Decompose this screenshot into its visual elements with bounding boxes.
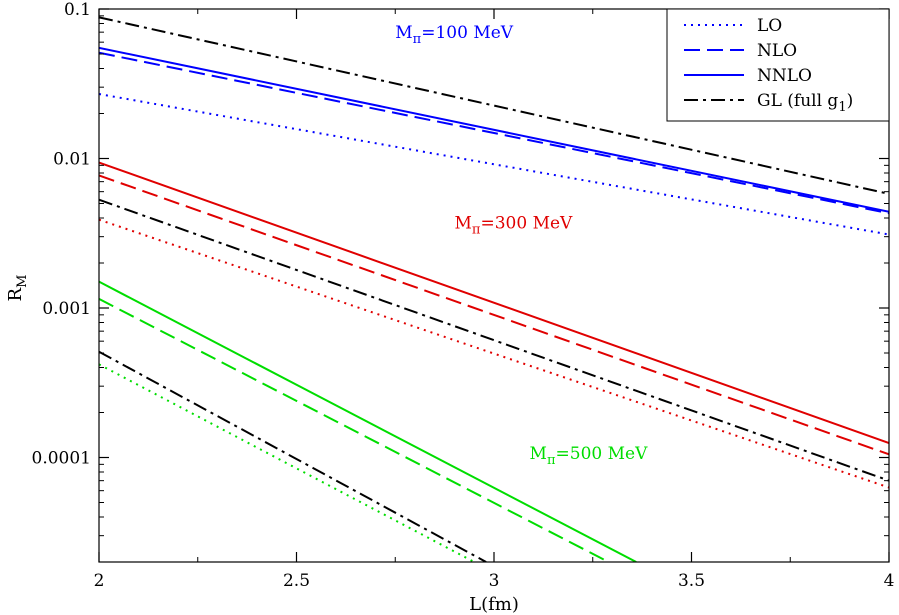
legend-label: NLO <box>757 41 797 61</box>
legend-box <box>666 8 890 122</box>
annotation-layer: Mπ=100 MeV Mπ=300 MeV Mπ=500 MeV <box>395 23 648 468</box>
group-annotation: Mπ=100 MeV <box>395 23 514 47</box>
series-line-300-mev-dashdot <box>99 198 889 482</box>
legend: LO NLO NNLO GL (full g1) <box>666 8 890 122</box>
legend-label: NNLO <box>757 66 812 86</box>
x-tick-label: 2.5 <box>283 571 310 591</box>
legend-label: LO <box>757 16 782 36</box>
y-tick-label: 0.001 <box>42 299 91 319</box>
series-line-100-mev-solid <box>99 46 889 213</box>
tick-layer: 2 2.5 3 3.5 4 0.1 0.01 0.001 0.0001 <box>32 0 895 591</box>
series-layer <box>99 16 889 562</box>
y-tick-label: 0.1 <box>64 0 91 20</box>
x-tick-label: 3 <box>489 571 500 591</box>
series-line-500-mev-dotted <box>99 363 475 562</box>
x-tick-label: 2 <box>94 571 105 591</box>
series-line-500-mev-dashdot <box>99 350 487 562</box>
x-tick-label: 3.5 <box>678 571 705 591</box>
y-axis-label: RM <box>5 275 30 302</box>
series-line-100-mev-dashed <box>99 51 889 215</box>
series-line-500-mev-dashed <box>99 298 610 562</box>
y-tick-label: 0.0001 <box>32 449 91 469</box>
y-axis-label-main: R <box>5 287 26 301</box>
y-tick-label: 0.01 <box>53 150 91 170</box>
group-annotation: Mπ=300 MeV <box>455 214 574 238</box>
group-annotation: Mπ=500 MeV <box>530 444 649 468</box>
y-axis-label-sub: M <box>15 275 30 288</box>
series-line-300-mev-dashed <box>99 174 889 456</box>
legend-entries: LO NLO NNLO GL (full g1) <box>684 16 853 115</box>
series-line-500-mev-solid <box>99 280 637 562</box>
series-line-300-mev-dotted <box>99 218 889 489</box>
x-axis-label: L(fm) <box>469 594 519 615</box>
legend-label: GL (full g1) <box>757 91 853 115</box>
x-tick-label: 4 <box>884 571 895 591</box>
series-line-300-mev-solid <box>99 161 889 444</box>
series-line-100-mev-dotted <box>99 93 889 236</box>
